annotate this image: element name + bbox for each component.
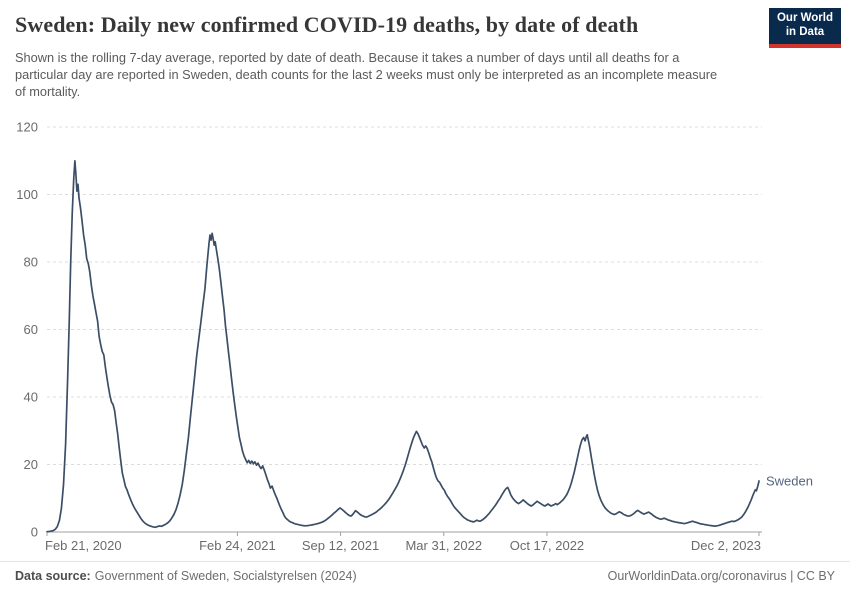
x-axis-tick-label: Sep 12, 2021 (302, 538, 379, 553)
y-axis-tick-label: 0 (31, 525, 38, 540)
chart-subtitle: Shown is the rolling 7-day average, repo… (15, 50, 718, 99)
y-axis-tick-label: 120 (16, 120, 38, 135)
x-axis-tick-label: Feb 21, 2020 (45, 538, 122, 553)
x-axis-tick-label: Dec 2, 2023 (691, 538, 761, 553)
y-axis-tick-label: 20 (24, 457, 38, 472)
y-axis-tick-label: 80 (24, 255, 38, 270)
y-axis-tick-label: 40 (24, 390, 38, 405)
data-source-label: Data source: (15, 569, 91, 583)
series-label-sweden: Sweden (766, 474, 813, 489)
data-source-text: Government of Sweden, Socialstyrelsen (2… (94, 569, 357, 583)
y-axis-tick-label: 60 (24, 322, 38, 337)
owid-logo[interactable]: Our World in Data (769, 8, 841, 48)
owid-citation-link[interactable]: OurWorldinData.org/coronavirus | CC BY (607, 569, 835, 583)
owid-logo-line1: Our World (776, 12, 833, 25)
chart-footer: Data source: Government of Sweden, Social… (15, 569, 835, 583)
x-axis-tick-label: Mar 31, 2022 (405, 538, 482, 553)
owid-logo-line2: in Data (785, 26, 825, 38)
x-axis-tick-label: Oct 17, 2022 (510, 538, 584, 553)
chart-title: Sweden: Daily new confirmed COVID-19 dea… (15, 12, 639, 37)
y-axis-tick-label: 100 (16, 187, 38, 202)
series-line-sweden[interactable] (46, 159, 760, 533)
footer-divider (0, 561, 850, 562)
data-source-note: Data source: Government of Sweden, Social… (15, 569, 357, 583)
x-axis-tick-label: Feb 24, 2021 (199, 538, 276, 553)
